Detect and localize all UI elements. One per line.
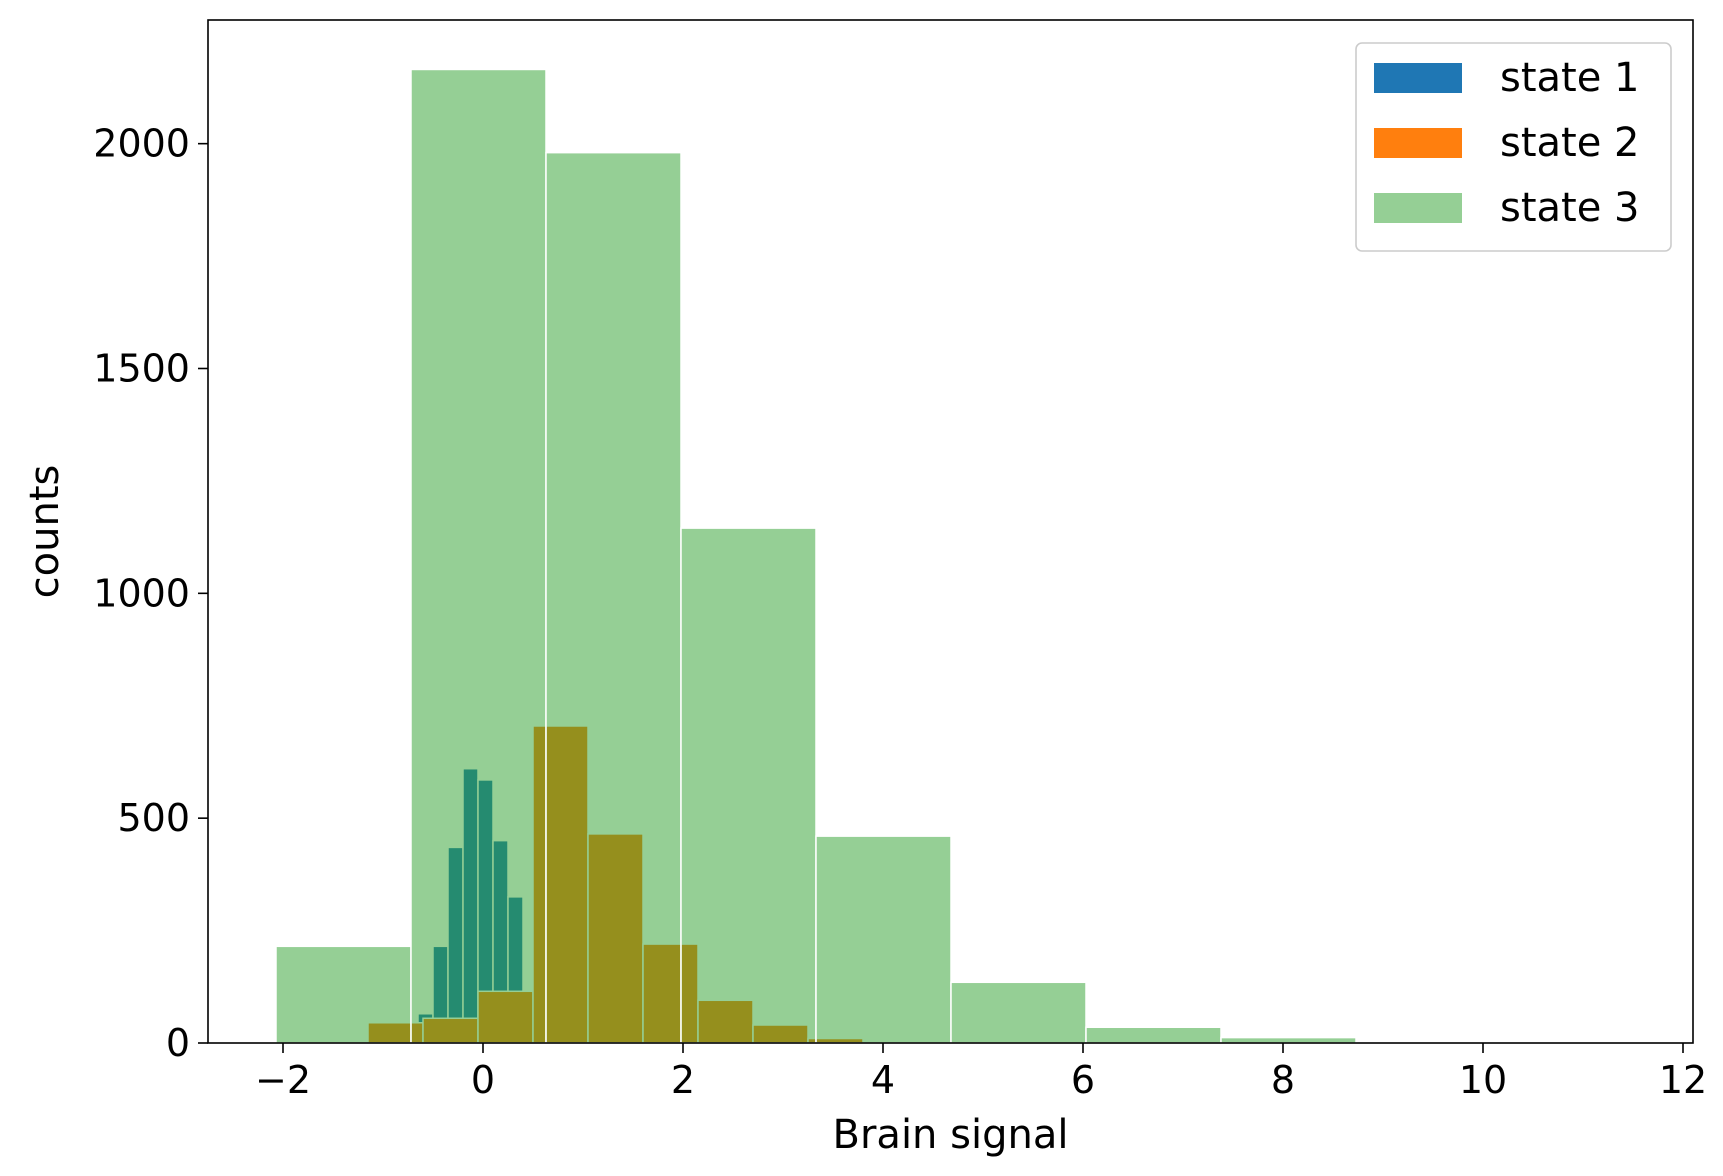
legend-label-2: state 2 [1500, 120, 1640, 166]
x-tick-label: 10 [1459, 1058, 1507, 1102]
legend-label-1: state 1 [1500, 55, 1640, 101]
y-tick-label: 1000 [93, 571, 190, 615]
x-tick-label: 12 [1659, 1058, 1707, 1102]
bar-series-3-bin-5 [815, 835, 952, 1044]
x-tick-label: 0 [471, 1058, 495, 1102]
bar-series-3-bin-6 [950, 981, 1087, 1044]
bar-series-3-bin-7 [1085, 1026, 1222, 1044]
x-tick-label: 6 [1071, 1058, 1095, 1102]
y-tick-label: 0 [166, 1021, 190, 1065]
legend-label-3: state 3 [1500, 185, 1640, 231]
bar-series-3-bin-8 [1220, 1036, 1357, 1044]
series-3 [275, 68, 1357, 1044]
bar-series-3-bin-2 [410, 68, 547, 1044]
x-tick-label: 8 [1271, 1058, 1295, 1102]
y-tick-label: 500 [117, 796, 190, 840]
bar-series-3-bin-3 [545, 151, 682, 1044]
legend-swatch-2 [1374, 128, 1462, 158]
legend-swatch-1 [1374, 63, 1462, 93]
legend: state 1 state 2 state 3 [1355, 42, 1672, 252]
x-axis: −2 0 2 4 6 8 10 12 [255, 1043, 1707, 1102]
x-tick-label: 2 [671, 1058, 695, 1102]
bar-series-3-bin-4 [680, 527, 817, 1044]
y-axis-label: counts [22, 465, 68, 599]
legend-swatch-3 [1374, 193, 1462, 223]
plot-frame [207, 19, 1694, 1044]
x-axis-label: Brain signal [833, 1112, 1069, 1158]
y-tick-label: 1500 [93, 346, 190, 390]
y-axis: 0 500 1000 1500 2000 [93, 122, 208, 1065]
bars-layer [275, 68, 1357, 1044]
x-tick-label: −2 [255, 1058, 311, 1102]
y-tick-label: 2000 [93, 122, 190, 166]
bar-series-3-bin-1 [275, 945, 412, 1044]
x-tick-label: 4 [871, 1058, 895, 1102]
